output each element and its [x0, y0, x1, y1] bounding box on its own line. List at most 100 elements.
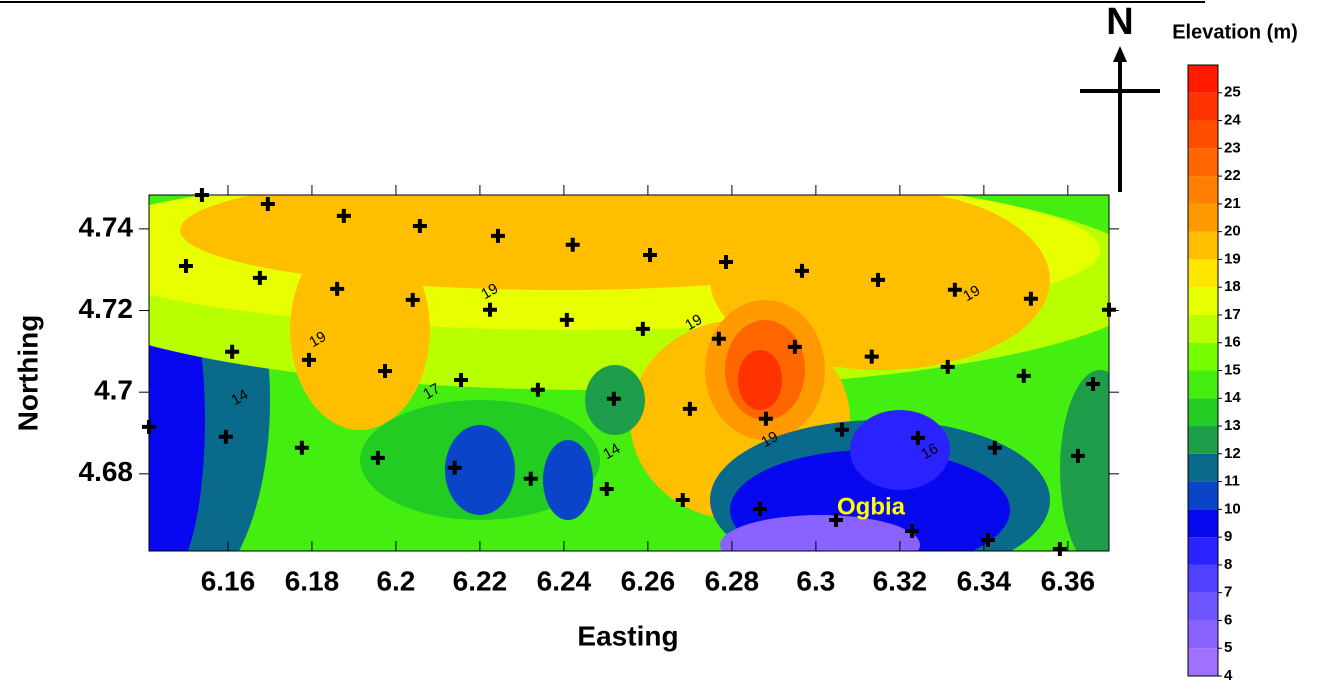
colorbar-cell: [1188, 426, 1218, 454]
well: [252, 270, 267, 285]
y-tick-label: 4.7: [94, 375, 133, 406]
contour-label: 14: [228, 386, 251, 409]
colorbar-title: Elevation (m): [1172, 21, 1298, 43]
well: [490, 228, 505, 243]
colorbar-cell: [1188, 592, 1218, 621]
contour-label: 19: [478, 280, 501, 303]
colorbar-label: 12: [1224, 445, 1241, 462]
well: [711, 331, 726, 346]
colorbar-label: 20: [1224, 223, 1241, 240]
well: [682, 401, 697, 416]
colorbar-frame: [1187, 64, 1219, 677]
well: [336, 208, 351, 223]
colorbar-cell: [1188, 231, 1218, 260]
well: [642, 248, 657, 263]
colorbar-cell: [1188, 203, 1218, 232]
well: [454, 372, 469, 387]
well: [294, 440, 309, 455]
x-tick-label: 6.32: [873, 565, 928, 596]
north-arrow-head: [1113, 46, 1127, 62]
well: [405, 292, 420, 307]
well: [447, 460, 462, 475]
contour-label: 17: [420, 380, 443, 403]
well: [1023, 291, 1038, 306]
colorbar-cell: [1188, 453, 1218, 482]
plot-frame: [148, 194, 1110, 552]
well: [987, 440, 1002, 455]
well: [1070, 448, 1085, 463]
well: [606, 391, 621, 406]
colorbar-label: 8: [1224, 556, 1232, 573]
well: [565, 237, 580, 252]
contour-label: 19: [960, 282, 983, 305]
well: [260, 196, 275, 211]
colorbar-label: 23: [1224, 139, 1241, 156]
well: [1016, 368, 1031, 383]
well: [178, 259, 193, 274]
x-tick-label: 6.26: [621, 565, 676, 596]
colorbar-label: 10: [1224, 500, 1241, 517]
well: [142, 419, 156, 434]
north-label: N: [1106, 1, 1133, 43]
colorbar-label: 7: [1224, 584, 1232, 601]
colorbar-label: 15: [1224, 361, 1241, 378]
well: [225, 344, 240, 359]
colorbar-cell: [1188, 314, 1218, 343]
x-tick-label: 6.3: [796, 565, 835, 596]
x-tick-label: 6.34: [957, 565, 1012, 596]
contour-label: 16: [918, 440, 941, 463]
well: [635, 321, 650, 336]
y-tick-label: 4.68: [79, 456, 134, 487]
well: [910, 430, 925, 445]
colorbar-cell: [1188, 564, 1218, 593]
well: [1086, 377, 1101, 392]
well: [194, 188, 209, 202]
x-tick-label: 6.22: [453, 565, 508, 596]
y-tick-label: 4.74: [79, 211, 134, 242]
well: [758, 411, 773, 426]
colorbar-label: 11: [1224, 473, 1240, 490]
colorbar-label: 16: [1224, 334, 1241, 351]
x-tick-label: 6.2: [376, 565, 415, 596]
well: [675, 492, 690, 507]
colorbar-label: 25: [1224, 84, 1241, 101]
well: [599, 481, 614, 496]
well: [981, 532, 996, 547]
colorbar-label: 14: [1224, 389, 1241, 406]
x-tick-label: 6.24: [537, 565, 592, 596]
well: [834, 422, 849, 437]
colorbar-cell: [1188, 287, 1218, 315]
well: [947, 282, 962, 297]
well: [1052, 541, 1067, 556]
x-tick-label: 6.28: [705, 565, 760, 596]
well: [370, 450, 385, 465]
well: [412, 219, 427, 234]
colorbar-label: 17: [1224, 306, 1241, 323]
colorbar-label: 6: [1224, 611, 1232, 628]
colorbar-cell: [1188, 648, 1218, 676]
colorbar-label: 9: [1224, 528, 1232, 545]
well: [482, 302, 497, 317]
well: [940, 359, 955, 374]
y-tick-label: 4.72: [79, 293, 134, 324]
well: [378, 363, 393, 378]
x-axis-label: Easting: [577, 620, 678, 651]
well: [330, 281, 345, 296]
colorbar-label: 4: [1224, 667, 1233, 684]
colorbar-label: 22: [1224, 167, 1241, 184]
well: [1102, 302, 1116, 317]
well: [795, 263, 810, 278]
colorbar-label: 19: [1224, 250, 1241, 267]
well: [871, 272, 886, 287]
contour-label: 19: [306, 328, 329, 351]
colorbar-label: 13: [1224, 417, 1241, 434]
colorbar-cell: [1188, 398, 1218, 427]
colorbar-cell: [1188, 148, 1218, 177]
colorbar-cell: [1188, 65, 1218, 93]
colorbar-cell: [1188, 481, 1218, 510]
well: [753, 501, 768, 516]
well: [719, 254, 734, 269]
colorbar-cell: [1188, 342, 1218, 371]
colorbar-label: 24: [1224, 112, 1241, 129]
